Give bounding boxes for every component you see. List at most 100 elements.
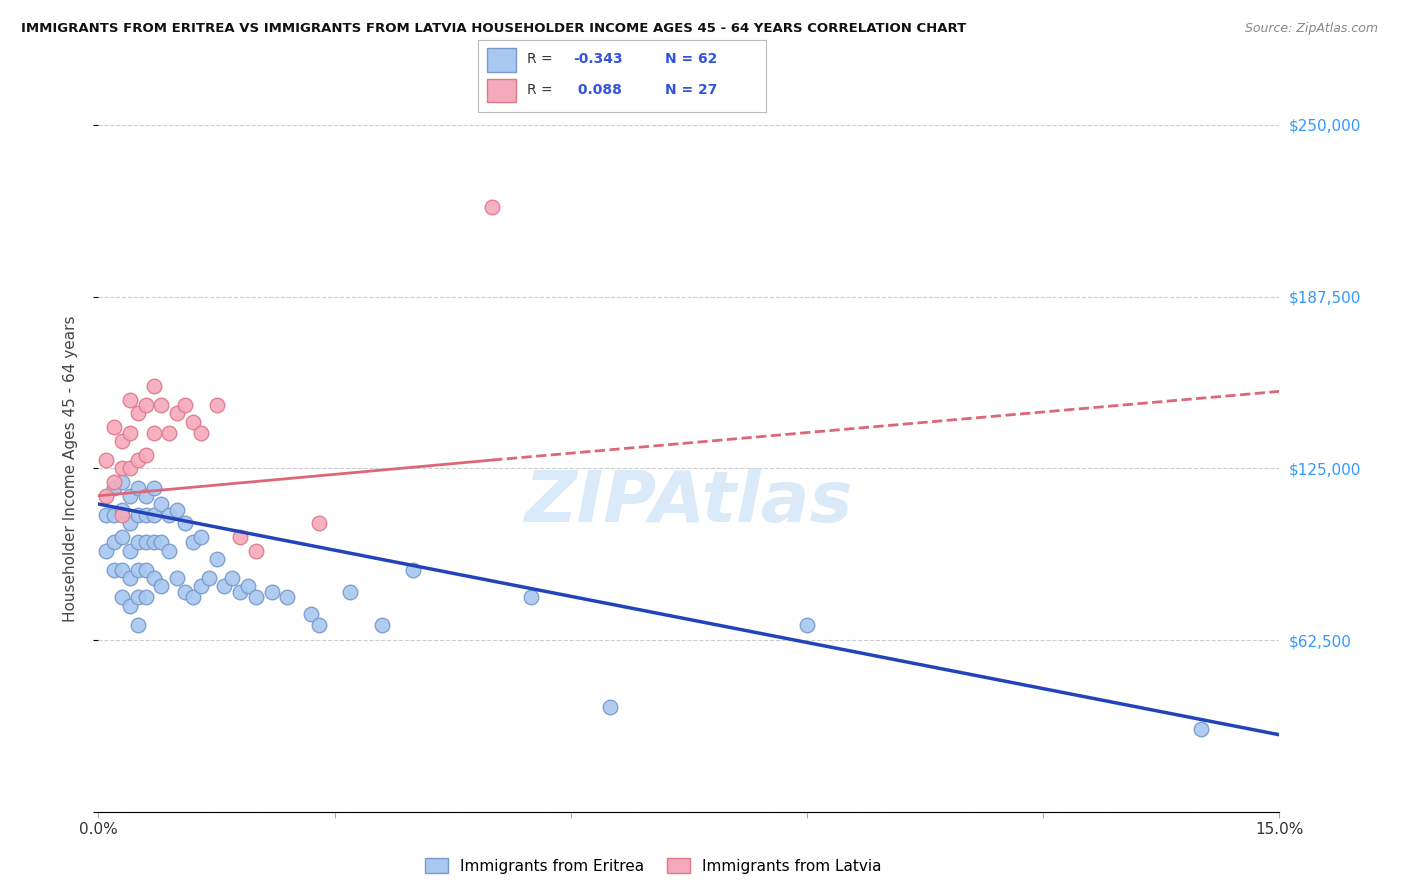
Point bbox=[157, 543, 180, 558]
Point bbox=[135, 508, 157, 522]
Point bbox=[190, 530, 212, 544]
Point bbox=[135, 448, 157, 462]
Point bbox=[96, 489, 118, 503]
Point bbox=[181, 415, 204, 429]
Point bbox=[103, 481, 125, 495]
Point bbox=[118, 516, 141, 531]
Text: -0.343: -0.343 bbox=[574, 53, 623, 66]
Point bbox=[245, 591, 267, 605]
Point bbox=[135, 535, 157, 549]
Text: R =: R = bbox=[527, 53, 553, 66]
Point bbox=[127, 591, 149, 605]
Point bbox=[142, 481, 165, 495]
Point bbox=[142, 508, 165, 522]
Point bbox=[135, 489, 157, 503]
Point bbox=[174, 516, 197, 531]
Legend: Immigrants from Eritrea, Immigrants from Latvia: Immigrants from Eritrea, Immigrants from… bbox=[419, 852, 889, 880]
Point bbox=[166, 406, 188, 420]
Point bbox=[481, 200, 503, 214]
Point bbox=[181, 591, 204, 605]
Point bbox=[174, 585, 197, 599]
Point bbox=[103, 508, 125, 522]
Text: N = 62: N = 62 bbox=[665, 53, 718, 66]
Point bbox=[371, 618, 394, 632]
Point bbox=[127, 618, 149, 632]
Point bbox=[111, 508, 134, 522]
Text: N = 27: N = 27 bbox=[665, 83, 718, 97]
Point bbox=[190, 579, 212, 593]
Point bbox=[150, 398, 173, 412]
Point bbox=[111, 591, 134, 605]
Point bbox=[103, 535, 125, 549]
Point bbox=[96, 508, 118, 522]
Text: 0.088: 0.088 bbox=[574, 83, 621, 97]
Point bbox=[127, 508, 149, 522]
Point bbox=[308, 516, 330, 531]
Point bbox=[402, 563, 425, 577]
Point bbox=[142, 571, 165, 585]
Point bbox=[111, 530, 134, 544]
Point bbox=[205, 398, 228, 412]
Point bbox=[127, 453, 149, 467]
Point bbox=[157, 508, 180, 522]
Point bbox=[157, 425, 180, 440]
Point bbox=[118, 489, 141, 503]
Point bbox=[111, 563, 134, 577]
Point bbox=[118, 425, 141, 440]
Point bbox=[166, 502, 188, 516]
Point bbox=[229, 530, 252, 544]
Point bbox=[127, 563, 149, 577]
Point bbox=[221, 571, 243, 585]
Y-axis label: Householder Income Ages 45 - 64 years: Householder Income Ages 45 - 64 years bbox=[63, 315, 77, 622]
Point bbox=[174, 398, 197, 412]
Point bbox=[103, 475, 125, 489]
Point bbox=[135, 398, 157, 412]
Point bbox=[111, 434, 134, 448]
Point bbox=[142, 535, 165, 549]
Point bbox=[127, 535, 149, 549]
Point bbox=[339, 585, 361, 599]
Point bbox=[150, 535, 173, 549]
Point bbox=[142, 379, 165, 393]
Text: IMMIGRANTS FROM ERITREA VS IMMIGRANTS FROM LATVIA HOUSEHOLDER INCOME AGES 45 - 6: IMMIGRANTS FROM ERITREA VS IMMIGRANTS FR… bbox=[21, 22, 966, 36]
Point bbox=[111, 461, 134, 475]
Point bbox=[118, 571, 141, 585]
Text: R =: R = bbox=[527, 83, 553, 97]
Point bbox=[118, 543, 141, 558]
Point bbox=[127, 406, 149, 420]
Point bbox=[135, 591, 157, 605]
Point bbox=[796, 618, 818, 632]
Text: ZIPAtlas: ZIPAtlas bbox=[524, 468, 853, 537]
Point bbox=[150, 579, 173, 593]
Point bbox=[214, 579, 236, 593]
Point bbox=[103, 420, 125, 434]
Point bbox=[236, 579, 259, 593]
Point bbox=[190, 425, 212, 440]
Point bbox=[150, 497, 173, 511]
Point bbox=[205, 552, 228, 566]
Point bbox=[96, 453, 118, 467]
Point bbox=[127, 481, 149, 495]
Point bbox=[197, 571, 219, 585]
Point bbox=[181, 535, 204, 549]
Point bbox=[118, 461, 141, 475]
Point bbox=[111, 475, 134, 489]
Point bbox=[599, 700, 621, 714]
Point bbox=[103, 563, 125, 577]
Point bbox=[245, 543, 267, 558]
Point bbox=[166, 571, 188, 585]
Point bbox=[111, 502, 134, 516]
Point bbox=[299, 607, 322, 621]
FancyBboxPatch shape bbox=[486, 78, 516, 103]
Point bbox=[142, 425, 165, 440]
Point bbox=[520, 591, 543, 605]
Point bbox=[276, 591, 298, 605]
FancyBboxPatch shape bbox=[486, 48, 516, 71]
Text: Source: ZipAtlas.com: Source: ZipAtlas.com bbox=[1244, 22, 1378, 36]
Point bbox=[308, 618, 330, 632]
Point bbox=[118, 392, 141, 407]
Point bbox=[260, 585, 283, 599]
Point bbox=[229, 585, 252, 599]
Point bbox=[135, 563, 157, 577]
Point bbox=[1189, 723, 1212, 737]
